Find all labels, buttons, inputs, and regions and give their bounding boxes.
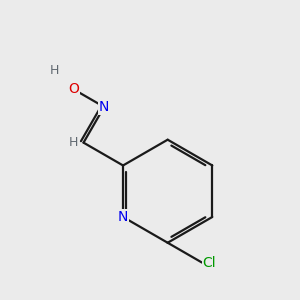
Text: N: N xyxy=(99,100,109,114)
Text: N: N xyxy=(118,210,128,224)
Text: H: H xyxy=(50,64,59,77)
Text: H: H xyxy=(68,136,78,149)
Text: Cl: Cl xyxy=(202,256,216,270)
Text: O: O xyxy=(68,82,79,96)
